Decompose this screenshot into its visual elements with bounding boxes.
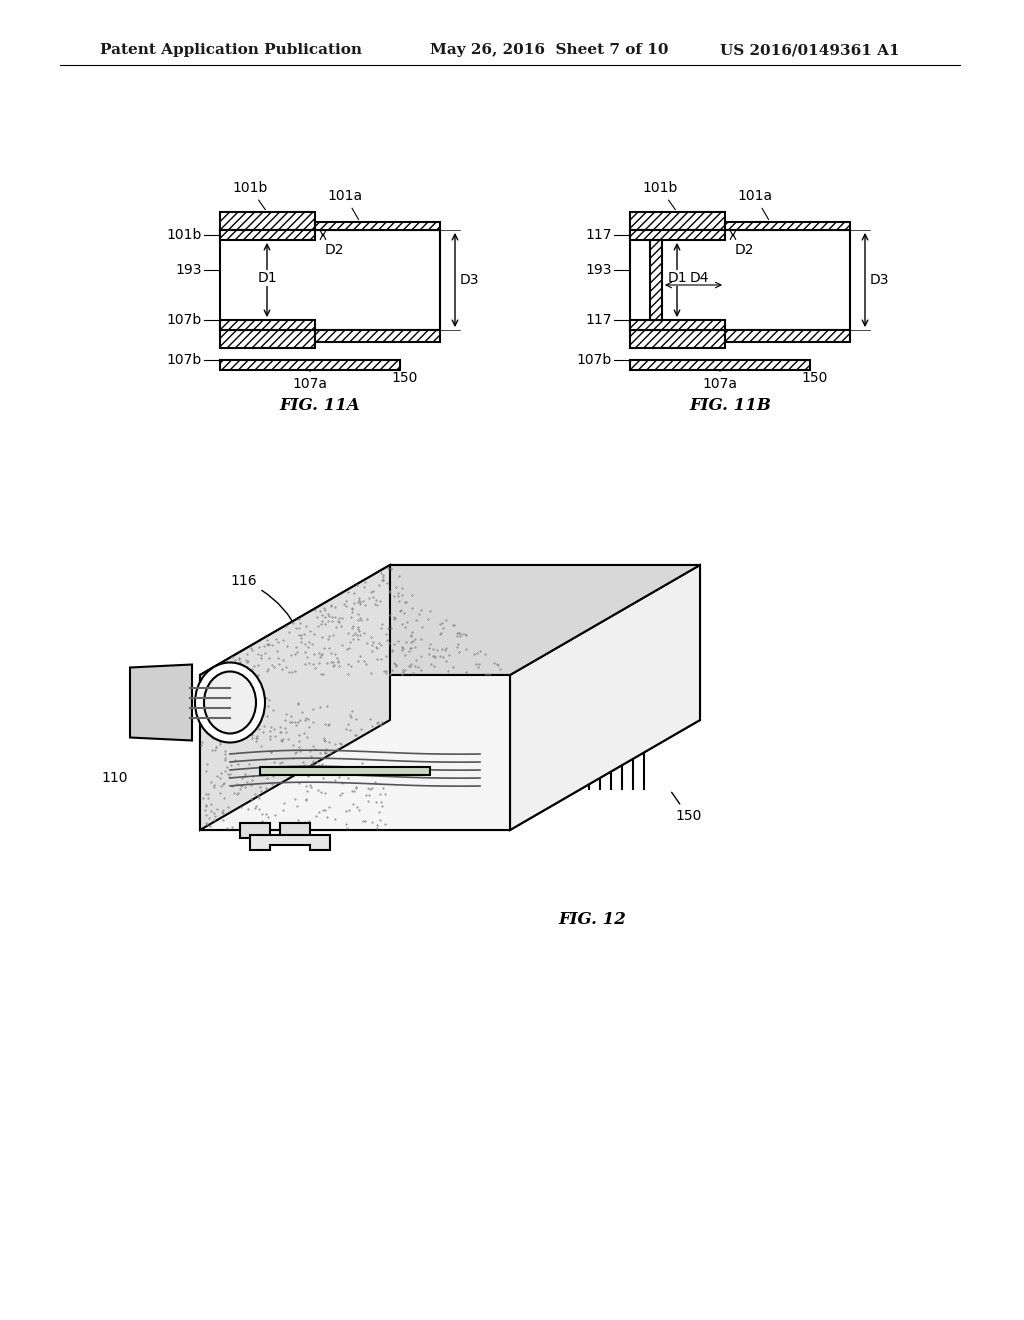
Bar <box>630 360 810 370</box>
Text: Patent Application Publication: Patent Application Publication <box>100 44 362 57</box>
Text: May 26, 2016  Sheet 7 of 10: May 26, 2016 Sheet 7 of 10 <box>430 44 669 57</box>
Bar <box>220 230 315 240</box>
Bar <box>630 230 850 330</box>
Polygon shape <box>200 565 390 830</box>
Polygon shape <box>250 836 330 850</box>
Text: 101b: 101b <box>642 181 678 210</box>
Bar <box>220 319 315 330</box>
Text: 101b: 101b <box>167 228 202 242</box>
Text: 101a: 101a <box>737 189 772 219</box>
Text: FIG. 12: FIG. 12 <box>558 912 626 928</box>
Text: 197: 197 <box>372 589 427 643</box>
Text: 107b: 107b <box>577 352 612 367</box>
Polygon shape <box>200 675 510 830</box>
Text: D1: D1 <box>257 271 276 285</box>
Text: 110: 110 <box>101 771 128 784</box>
Bar <box>630 330 725 348</box>
Bar <box>725 330 850 342</box>
Text: 150: 150 <box>392 366 418 385</box>
Bar <box>260 767 430 775</box>
Bar <box>630 230 725 240</box>
Polygon shape <box>130 664 193 741</box>
Text: 107a: 107a <box>702 370 737 391</box>
Text: D4: D4 <box>690 271 710 285</box>
Polygon shape <box>510 565 700 830</box>
Bar <box>315 222 440 230</box>
Text: 107a: 107a <box>293 370 328 391</box>
Bar <box>220 330 315 348</box>
Text: FIG. 11A: FIG. 11A <box>280 396 360 413</box>
Text: 150: 150 <box>672 792 701 822</box>
Text: US 2016/0149361 A1: US 2016/0149361 A1 <box>720 44 900 57</box>
Bar <box>630 319 725 330</box>
Text: 193: 193 <box>586 263 612 277</box>
Text: 117: 117 <box>586 228 612 242</box>
Bar <box>725 222 850 230</box>
Text: 150: 150 <box>802 366 828 385</box>
Bar <box>240 822 270 838</box>
Bar <box>630 213 725 230</box>
Polygon shape <box>390 565 700 719</box>
Bar <box>220 213 315 230</box>
Text: 101a: 101a <box>328 189 362 219</box>
Bar <box>220 360 400 370</box>
Text: D3: D3 <box>460 273 479 286</box>
Bar <box>650 240 662 319</box>
Text: FIG. 11B: FIG. 11B <box>689 396 771 413</box>
Polygon shape <box>200 719 700 830</box>
Bar <box>315 330 440 342</box>
Text: 116: 116 <box>230 574 299 632</box>
Text: D3: D3 <box>870 273 890 286</box>
Bar <box>280 822 310 838</box>
Text: 193: 193 <box>175 263 202 277</box>
Text: 107b: 107b <box>167 352 202 367</box>
Text: 117: 117 <box>586 313 612 327</box>
Text: 101b: 101b <box>232 181 267 210</box>
Text: 107b: 107b <box>167 313 202 327</box>
Ellipse shape <box>204 672 256 734</box>
Polygon shape <box>200 565 700 675</box>
Ellipse shape <box>195 663 265 742</box>
Bar <box>220 230 440 330</box>
Text: D2: D2 <box>735 243 755 257</box>
Text: D1: D1 <box>668 271 687 285</box>
Text: D2: D2 <box>325 243 344 257</box>
